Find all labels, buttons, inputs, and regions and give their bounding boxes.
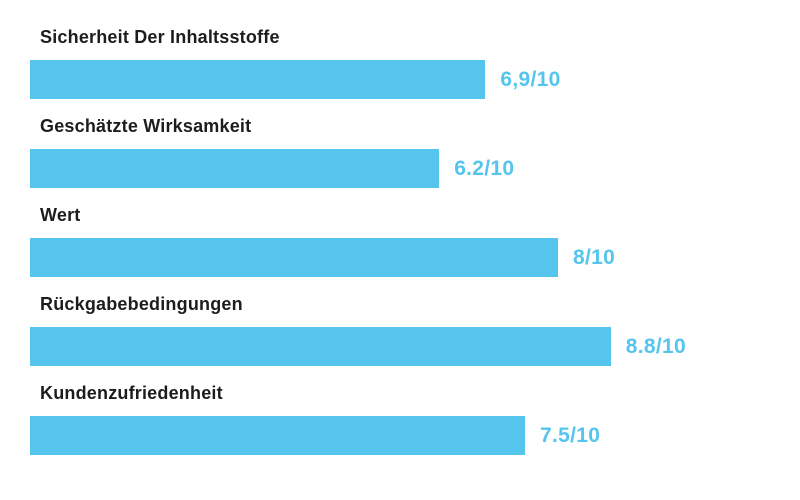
bar xyxy=(30,416,525,455)
value-label: 7.5/10 xyxy=(540,423,601,447)
bar xyxy=(30,327,611,366)
bar-row: Kundenzufriedenheit 7.5/10 xyxy=(30,382,770,455)
bar-line: 7.5/10 xyxy=(30,416,770,455)
value-label: 6,9/10 xyxy=(500,67,561,91)
bar-line: 8.8/10 xyxy=(30,327,770,366)
category-label: Rückgabebedingungen xyxy=(40,294,243,314)
bar xyxy=(30,238,558,277)
category-label: Sicherheit Der Inhaltsstoffe xyxy=(40,27,280,47)
category-label: Geschätzte Wirksamkeit xyxy=(40,116,252,136)
category-label: Kundenzufriedenheit xyxy=(40,383,223,403)
bar xyxy=(30,149,440,188)
value-label: 8.8/10 xyxy=(625,334,686,358)
bar-row: Geschätzte Wirksamkeit 6.2/10 xyxy=(30,115,770,188)
bar-line: 8/10 xyxy=(30,238,770,277)
category-label: Wert xyxy=(40,205,81,225)
value-label: 8/10 xyxy=(573,245,616,269)
value-label: 6.2/10 xyxy=(454,156,515,180)
bar-row: Sicherheit Der Inhaltsstoffe 6,9/10 xyxy=(30,26,770,99)
bar xyxy=(30,60,486,99)
bar-line: 6.2/10 xyxy=(30,149,770,188)
bar-row: Rückgabebedingungen 8.8/10 xyxy=(30,293,770,366)
bar-row: Wert 8/10 xyxy=(30,204,770,277)
bar-line: 6,9/10 xyxy=(30,60,770,99)
